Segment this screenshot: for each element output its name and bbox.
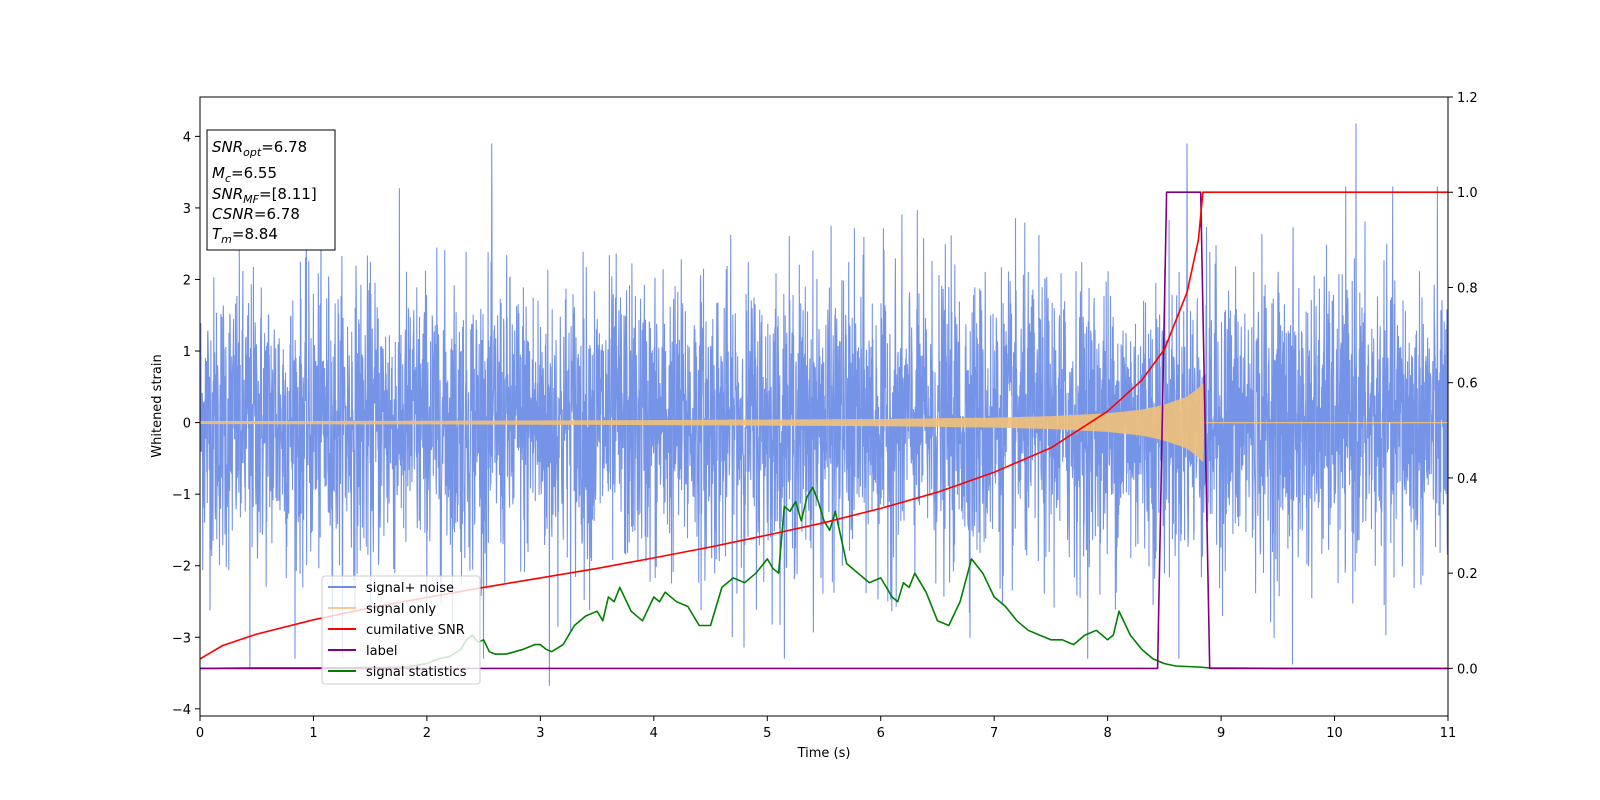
info-line: Tm=8.84 (212, 225, 278, 246)
x-axis: 0 1 2 3 4 5 6 7 8 9 10 11 (196, 716, 1456, 741)
signal-only-series (200, 383, 1448, 462)
x-tick-label: 5 (763, 726, 771, 741)
x-tick-label: 6 (877, 726, 885, 741)
x-tick-label: 3 (536, 726, 544, 741)
info-box-frame (206, 129, 336, 251)
y-left-tick-label: 0 (183, 417, 191, 432)
legend-label: label (366, 644, 397, 659)
signal-only-line (200, 383, 1448, 462)
info-line: CSNR=6.78 (212, 205, 300, 223)
y-axis-left: −4 −3 −2 −1 0 1 2 3 4 (172, 130, 200, 718)
signal-noise-series (200, 123, 1448, 686)
legend-label: signal statistics (366, 665, 467, 680)
x-tick-label: 8 (1103, 726, 1111, 741)
x-tick-label: 1 (309, 726, 317, 741)
y-left-tick-label: 3 (183, 202, 191, 217)
y-left-tick-label: 2 (183, 273, 191, 288)
y-right-tick-label: 0.0 (1457, 662, 1478, 677)
signal-statistics-line (200, 486, 1448, 670)
y-left-tick-label: −4 (172, 703, 191, 718)
y-axis-right: 0.0 0.2 0.4 0.6 0.8 1.0 1.2 (1448, 91, 1478, 677)
x-tick-label: 9 (1217, 726, 1225, 741)
y-right-tick-label: 0.6 (1457, 377, 1478, 392)
info-line: SNRMF=[8.11] (212, 185, 317, 206)
label-line (200, 191, 1448, 670)
info-line: Mc=6.55 (212, 164, 277, 185)
y-left-tick-label: −2 (172, 560, 191, 575)
y-left-tick-label: −3 (172, 631, 191, 646)
y-right-tick-label: 0.2 (1457, 567, 1478, 582)
signal-noise-line (200, 123, 1448, 686)
x-tick-label: 11 (1440, 726, 1457, 741)
info-line: SNRopt=6.78 (212, 138, 307, 159)
legend-label: cumilative SNR (366, 623, 465, 638)
y-left-tick-label: 1 (183, 345, 191, 360)
x-tick-label: 4 (650, 726, 658, 741)
y-right-tick-label: 1.0 (1457, 186, 1478, 201)
y-right-tick-label: 1.2 (1457, 91, 1478, 106)
y-axis-label: Whitened strain (150, 354, 165, 457)
legend-frame (321, 575, 481, 685)
plot-frame (199, 96, 1449, 717)
x-axis-label: Time (s) (797, 746, 851, 761)
y-right-tick-label: 0.4 (1457, 472, 1478, 487)
x-tick-label: 10 (1326, 726, 1343, 741)
y-right-tick-label: 0.8 (1457, 281, 1478, 296)
x-tick-label: 2 (423, 726, 431, 741)
x-tick-label: 0 (196, 726, 204, 741)
legend-label: signal only (366, 602, 436, 617)
legend-label: signal+ noise (366, 581, 454, 596)
y-left-tick-label: 4 (183, 130, 191, 145)
x-tick-label: 7 (990, 726, 998, 741)
y-left-tick-label: −1 (172, 488, 191, 503)
legend: signal+ noise signal only cumilative SNR la… (321, 575, 481, 685)
